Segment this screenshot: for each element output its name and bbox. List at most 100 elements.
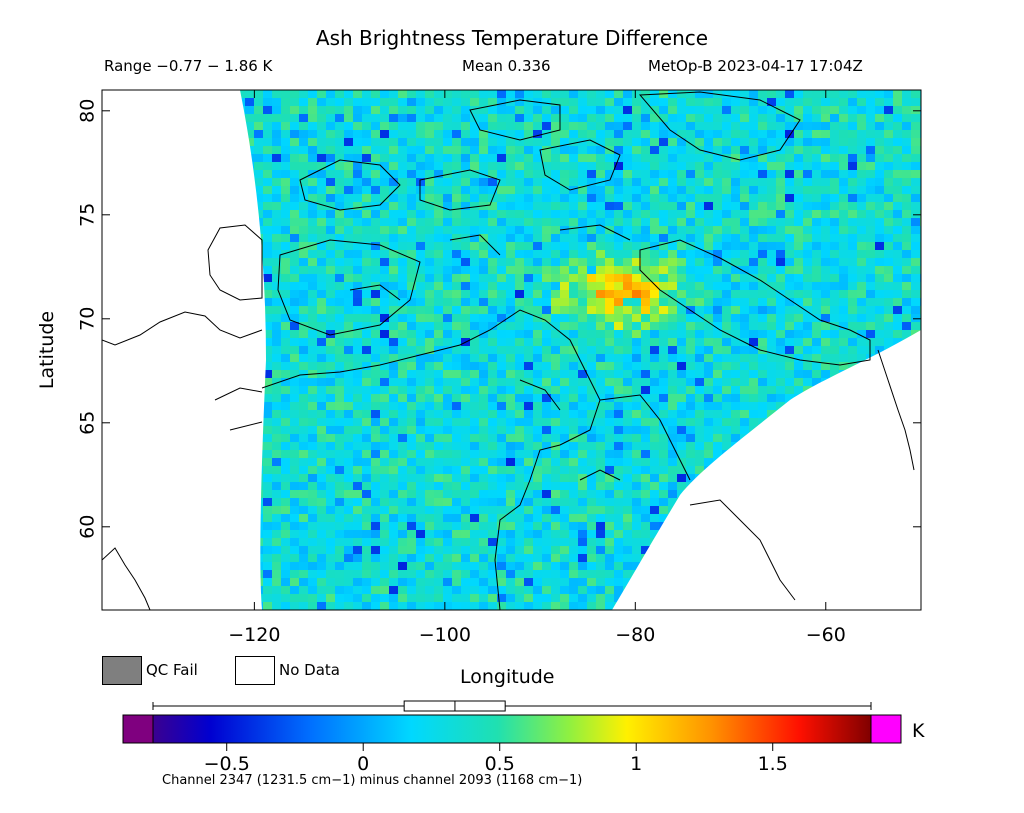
heat-cell [416, 514, 425, 522]
heat-cell [578, 330, 587, 338]
heat-cell [704, 330, 713, 338]
heat-cell [686, 562, 695, 570]
heat-cell [767, 506, 776, 514]
heat-cell [875, 258, 884, 266]
heat-cell [461, 562, 470, 570]
heat-cell [371, 522, 380, 530]
heat-cell [731, 530, 740, 538]
heat-cell [281, 482, 290, 490]
heat-cell [308, 330, 317, 338]
heat-cell [479, 514, 488, 522]
heat-cell [240, 354, 245, 362]
heat-cell [497, 378, 506, 386]
heat-cell [240, 490, 245, 498]
heat-cell [245, 394, 254, 402]
heat-cell [668, 346, 677, 354]
heat-cell [623, 554, 632, 562]
heat-cell [515, 282, 524, 290]
heat-cell [650, 178, 659, 186]
heat-cell [767, 194, 776, 202]
heat-cell [380, 514, 389, 522]
heat-cell [731, 522, 740, 530]
heat-cell [263, 450, 272, 458]
heat-cell [371, 386, 380, 394]
heat-cell [767, 234, 776, 242]
heat-cell [821, 498, 830, 506]
heat-cell [875, 186, 884, 194]
heat-cell [776, 282, 785, 290]
heat-cell [389, 538, 398, 546]
heat-cell [605, 546, 614, 554]
heat-cell [902, 586, 911, 594]
heat-cell [578, 434, 587, 442]
heat-cell [605, 442, 614, 450]
heat-cell [560, 90, 569, 98]
heat-cell [560, 402, 569, 410]
heat-cell [902, 226, 911, 234]
heat-cell [353, 378, 362, 386]
heat-cell [290, 242, 299, 250]
heat-cell [677, 514, 686, 522]
heat-cell [533, 506, 542, 514]
heat-cell [722, 130, 731, 138]
heat-cell [677, 346, 686, 354]
heat-cell [911, 554, 920, 562]
heat-cell [245, 250, 254, 258]
heat-cell [713, 290, 722, 298]
heat-cell [695, 442, 704, 450]
heat-cell [524, 458, 533, 466]
heat-cell [515, 402, 524, 410]
heat-cell [911, 330, 920, 338]
heat-cell [281, 210, 290, 218]
heat-cell [272, 354, 281, 362]
heat-cell [506, 290, 515, 298]
heat-cell [389, 586, 398, 594]
heat-cell [767, 122, 776, 130]
heat-cell [506, 330, 515, 338]
heat-cell [290, 330, 299, 338]
heat-cell [380, 466, 389, 474]
heat-cell [596, 106, 605, 114]
heat-cell [704, 258, 713, 266]
heat-cell [515, 98, 524, 106]
heat-cell [488, 418, 497, 426]
heat-cell [281, 474, 290, 482]
heat-cell [533, 146, 542, 154]
heat-cell [704, 186, 713, 194]
heat-cell [578, 466, 587, 474]
heat-cell [668, 146, 677, 154]
heat-cell [240, 498, 245, 506]
heat-cell [704, 298, 713, 306]
heat-cell [524, 298, 533, 306]
heat-cell [335, 106, 344, 114]
heat-cell [416, 290, 425, 298]
heat-cell [407, 514, 416, 522]
heat-cell [281, 258, 290, 266]
heat-cell [767, 202, 776, 210]
heat-cell [803, 418, 812, 426]
heat-cell [317, 170, 326, 178]
heat-cell [443, 338, 452, 346]
heat-cell [335, 370, 344, 378]
heat-cell [515, 450, 524, 458]
heat-cell [299, 226, 308, 234]
heat-cell [623, 178, 632, 186]
heat-cell [533, 202, 542, 210]
heat-cell [290, 234, 299, 242]
heat-cell [254, 298, 263, 306]
heat-cell [605, 578, 614, 586]
heat-cell [290, 114, 299, 122]
heat-cell [371, 242, 380, 250]
heat-cell [722, 154, 731, 162]
heat-cell [776, 410, 785, 418]
heat-cell [749, 442, 758, 450]
heat-cell [695, 530, 704, 538]
heat-cell [335, 226, 344, 234]
heat-cell [524, 178, 533, 186]
heat-cell [578, 378, 587, 386]
heat-cell [776, 474, 785, 482]
heat-cell [335, 242, 344, 250]
heat-cell [596, 314, 605, 322]
heat-cell [308, 570, 317, 578]
heat-cell [344, 98, 353, 106]
